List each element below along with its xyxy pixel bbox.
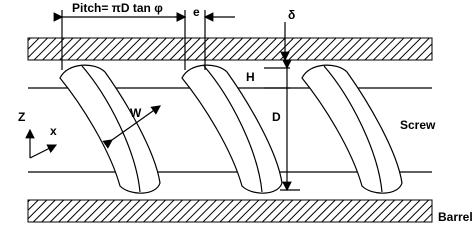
x-axis: [29, 144, 58, 159]
flights: [59, 64, 403, 194]
e-label: e: [193, 5, 200, 19]
h-label: H: [246, 70, 255, 84]
screw-diagram: Pitch= πD tan φ e δ H D W Z x Screw Barr…: [18, 1, 473, 224]
barrel-label: Barrel: [438, 210, 473, 224]
w-dimension: [102, 105, 161, 149]
flight: [181, 64, 283, 194]
barrel-bottom: [27, 199, 433, 223]
z-label: Z: [18, 110, 25, 124]
d-label: D: [272, 110, 281, 124]
flight: [59, 64, 161, 194]
w-label: W: [130, 106, 142, 120]
delta-label: δ: [288, 8, 295, 22]
barrel-top: [27, 37, 433, 61]
pitch-label: Pitch= πD tan φ: [72, 1, 163, 15]
flight-edge: [323, 65, 383, 193]
screw-label: Screw: [400, 118, 436, 132]
flight-edge: [203, 65, 263, 193]
x-label: x: [50, 124, 57, 138]
flight: [301, 64, 403, 194]
